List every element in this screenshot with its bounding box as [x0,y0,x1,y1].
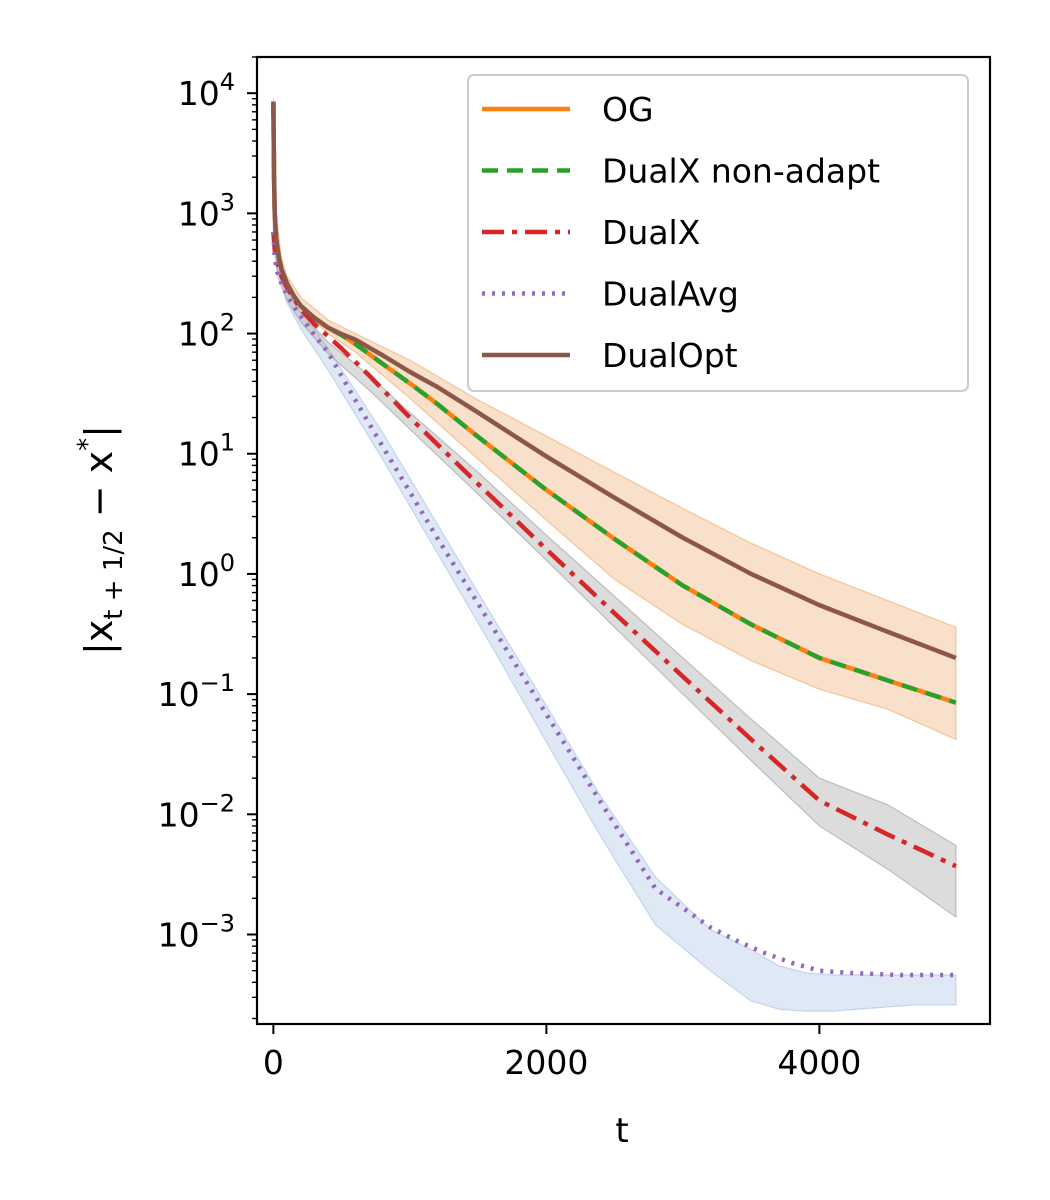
legend-label-og: OG [602,90,654,129]
x-tick-label: 4000 [777,1043,861,1082]
y-axis-label-base: |x [77,620,122,655]
legend: OG DualX non-adapt DualX DualAvg DualOpt [468,75,968,391]
y-axis-label-close: | [77,425,122,438]
legend-label-dualx: DualX [602,213,700,252]
legend-label-dualx-non-adapt: DualX non-adapt [602,152,880,191]
x-tick-label: 2000 [504,1043,588,1082]
legend-label-dualavg: DualAvg [602,275,739,314]
legend-label-dualopt: DualOpt [602,336,738,375]
x-axis-label: t [615,1111,628,1151]
y-axis-label-subscript: t + 1/2 [99,529,129,619]
x-tick-label: 0 [263,1043,284,1082]
y-axis-label-superscript: * [73,438,103,451]
y-axis-label-tail: − x [77,451,121,530]
